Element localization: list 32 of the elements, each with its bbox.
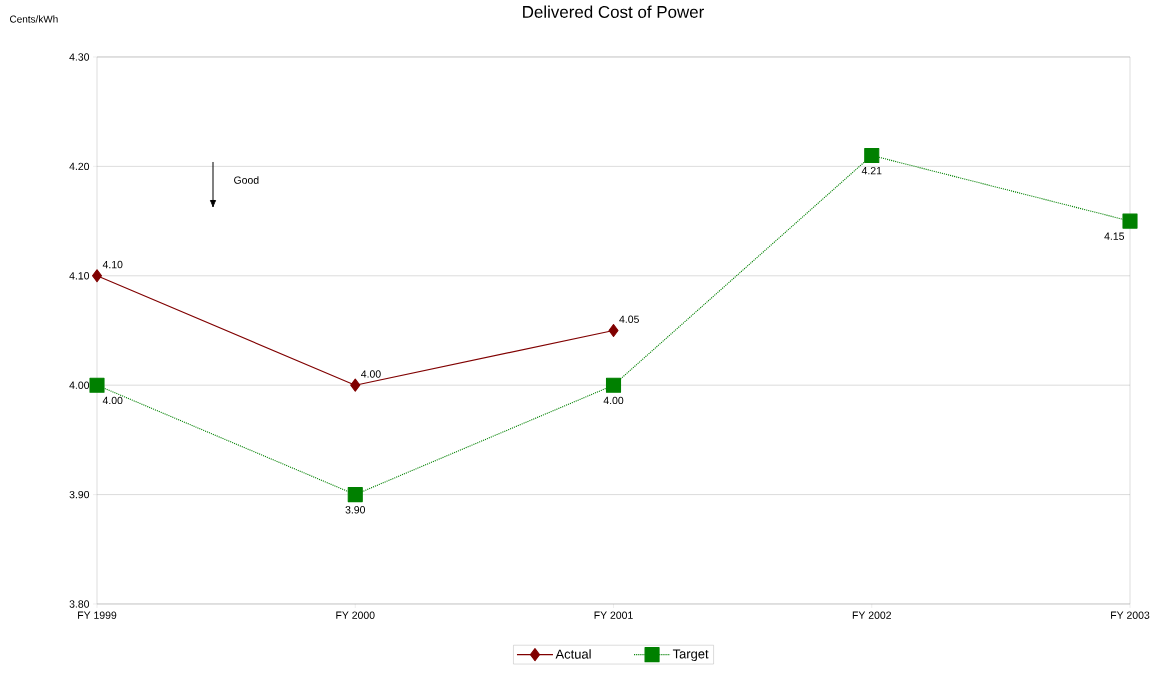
point bbox=[347, 487, 363, 503]
point bbox=[1122, 213, 1138, 229]
point bbox=[91, 269, 103, 283]
y-tick-label: 4.00 bbox=[69, 381, 90, 389]
y-tick-label: 3.90 bbox=[69, 490, 90, 499]
x-tick-label: FY 1999 bbox=[78, 611, 117, 619]
x-tick-label: FY 2002 bbox=[852, 611, 891, 619]
chart-title: Delivered Cost of Power bbox=[523, 5, 704, 18]
y-tick-label: 4.10 bbox=[69, 272, 90, 280]
data-label: 4.21 bbox=[861, 166, 882, 175]
data-label: 4.15 bbox=[1104, 232, 1125, 240]
point bbox=[350, 378, 361, 392]
data-label: 4.00 bbox=[603, 396, 624, 405]
point bbox=[608, 323, 619, 338]
y-tick-label: 4.20 bbox=[69, 162, 90, 171]
y-axis-title: Cents/kWh bbox=[10, 15, 58, 23]
y-tick-label: 4.30 bbox=[69, 53, 90, 61]
data-label: 4.00 bbox=[361, 370, 381, 378]
legend-label: Actual bbox=[555, 649, 591, 659]
data-label: 4.10 bbox=[102, 260, 123, 269]
y-tick-label: 3.80 bbox=[69, 600, 90, 608]
x-tick-label: FY 2003 bbox=[1111, 611, 1150, 619]
x-tick-label: FY 2000 bbox=[336, 611, 375, 619]
point bbox=[605, 377, 622, 393]
x-tick-label: FY 2001 bbox=[594, 611, 633, 619]
data-label: 4.00 bbox=[102, 396, 123, 405]
data-label: 3.90 bbox=[345, 506, 366, 514]
annotation: Good bbox=[234, 176, 259, 184]
legend-label: Target bbox=[672, 649, 709, 662]
data-label: 4.05 bbox=[619, 315, 639, 323]
point bbox=[89, 377, 105, 393]
point bbox=[864, 147, 880, 163]
